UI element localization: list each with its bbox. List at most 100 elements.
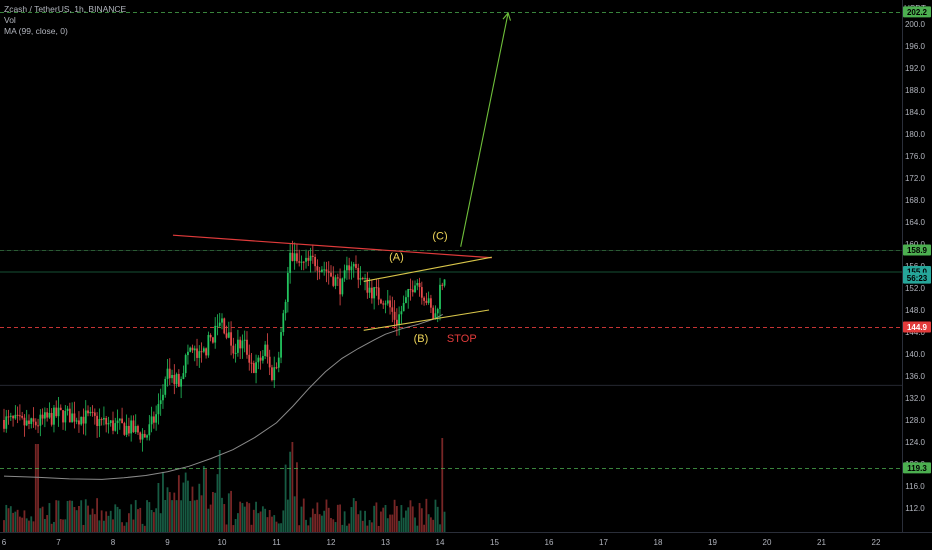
volume-bar (311, 508, 314, 532)
candle-body (82, 416, 85, 424)
volume-bar (391, 514, 394, 532)
candle-body (143, 433, 146, 438)
volume-bar (89, 514, 92, 532)
y-tick-label: 148.0 (905, 306, 926, 315)
candle-body (296, 253, 298, 262)
candle-body (366, 277, 369, 293)
candle-body (218, 322, 221, 326)
price-tag (903, 321, 931, 333)
volume-bar (389, 514, 391, 532)
volume-bar (289, 451, 292, 532)
volume-bar (216, 474, 219, 532)
candle-body (5, 416, 8, 429)
x-tick-label: 15 (490, 538, 499, 547)
symbol-legend[interactable]: Zcash / TetherUS, 1h, BINANCE (4, 4, 127, 14)
candle-body (84, 410, 87, 424)
volume-bar (109, 510, 112, 532)
volume-bar (62, 519, 64, 532)
candle-body (14, 414, 17, 419)
volume-bar (252, 509, 255, 532)
volume-bar (332, 519, 335, 532)
volume-bar (355, 501, 357, 532)
volume-bar (43, 518, 46, 532)
candle-body (368, 287, 371, 293)
volume-bar (420, 508, 423, 532)
wave-a-label: (A) (389, 252, 404, 264)
candle-body (30, 418, 33, 424)
candle-body (384, 303, 387, 305)
volume-bar (3, 520, 5, 532)
volume-bar (302, 498, 305, 532)
volume-bar (112, 519, 114, 532)
volume-bar (334, 522, 337, 532)
chart-legend: Zcash / TetherUS, 1h, BINANCE Vol MA (99… (4, 4, 126, 37)
x-tick-label: 9 (165, 538, 170, 547)
ma-legend[interactable]: MA (99, close, 0) (4, 26, 68, 36)
candle-body (168, 368, 171, 379)
volume-bar (434, 499, 437, 532)
volume-bar (409, 500, 412, 532)
time-axis[interactable]: 6 7 8 9 10 11 12 13 14 15 16 17 18 19 20 21 22 (2, 538, 881, 547)
volume-bar (187, 480, 189, 532)
volume-bar (218, 450, 221, 532)
volume-bar (361, 520, 364, 532)
target-arrow-line (460, 12, 509, 247)
candle-body (443, 279, 446, 286)
volume-bar (162, 471, 164, 532)
price-tag (903, 272, 931, 284)
volume-bar (34, 444, 37, 532)
candle-body (255, 362, 257, 373)
vol-legend[interactable]: Vol (4, 15, 16, 25)
volume-bar (259, 511, 262, 532)
volume-bar (96, 498, 99, 532)
volume-bar (368, 520, 371, 532)
volume-bar (30, 516, 33, 532)
candle-body (311, 255, 314, 257)
volume-bar (137, 509, 139, 532)
candle-body (386, 300, 389, 304)
candle-body (162, 394, 164, 401)
volume-bar (255, 501, 257, 532)
volume-bar (277, 523, 280, 532)
candle-body (248, 354, 251, 363)
volume-bar (416, 525, 419, 532)
volume-bar (236, 513, 239, 532)
candle-body (180, 379, 183, 387)
volume-bar (418, 503, 421, 532)
candle-body (430, 298, 432, 308)
volume-bar (325, 499, 328, 532)
candle-body (59, 407, 62, 411)
volume-bar (39, 508, 42, 532)
volume-bar (55, 500, 58, 532)
candle-body (273, 367, 276, 381)
volume-bar (98, 520, 101, 532)
candle-body (293, 253, 296, 261)
candle-body (96, 415, 99, 426)
candle-body (105, 417, 108, 425)
candle-body (282, 313, 285, 333)
candle-body (130, 420, 133, 434)
volume-bar (75, 510, 78, 532)
volume-bar (425, 498, 428, 532)
candle-body (434, 313, 437, 320)
volume-bar (150, 509, 153, 532)
volume-bar (291, 442, 294, 532)
volume-bar (359, 510, 362, 532)
candle-body (212, 337, 214, 343)
volume-bar (296, 462, 298, 532)
volume-bar (234, 519, 237, 532)
volume-bar (80, 500, 83, 532)
price-axis[interactable]: USDT112.0116.0120.0124.0128.0132.0136.01… (0, 0, 932, 533)
volume-bar (130, 504, 133, 532)
candle-body (187, 351, 189, 356)
volume-bar (241, 503, 244, 532)
volume-bar (323, 510, 326, 532)
candle-body (189, 347, 192, 352)
y-tick-label: 184.0 (905, 108, 926, 117)
volume-bar (305, 519, 307, 532)
candle-body (214, 325, 217, 343)
candle-body (48, 412, 51, 418)
volume-bar (327, 507, 330, 532)
y-tick-label: 200.0 (905, 20, 926, 29)
